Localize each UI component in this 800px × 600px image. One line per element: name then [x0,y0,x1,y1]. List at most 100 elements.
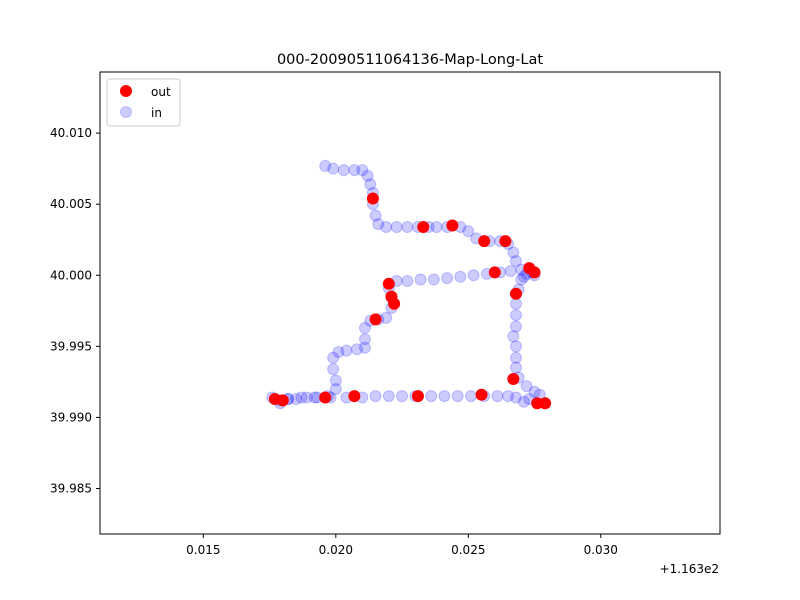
data-point-in [358,341,371,354]
data-point-in [517,270,530,283]
data-point-in [332,346,345,359]
data-point-in [369,209,382,222]
data-point-in [509,391,522,404]
data-point-in [462,225,475,238]
data-point-out [411,390,424,403]
y-axis: 39.985 39.990 39.995 40.000 40.005 40.010 [50,126,100,496]
data-point-in [358,321,371,334]
data-point-in [509,309,522,322]
legend: out in [106,78,181,127]
data-point-out [369,313,382,326]
data-point-in [372,218,385,231]
data-point-in [507,246,520,259]
data-point-in [369,390,382,403]
data-point-in [517,395,530,408]
legend-marker-out [120,85,132,97]
data-point-out [366,192,379,205]
data-point-in [509,297,522,310]
data-point-out [382,277,395,290]
y-tick-label: 39.985 [50,482,92,496]
legend-label-in: in [151,106,162,120]
data-point-in [300,391,313,404]
data-point-out [507,373,520,386]
data-point-in [358,333,371,346]
plot-area [266,159,552,410]
data-point-in [464,390,477,403]
x-offset-label: +1.163e2 [660,562,719,576]
data-point-in [361,169,374,182]
data-point-in [438,390,451,403]
data-point-out [499,235,512,248]
data-point-out [319,391,332,404]
plot-frame [99,71,721,535]
data-point-in [528,385,541,398]
data-point-in [308,391,321,404]
data-point-in [467,269,480,282]
data-point-in [380,220,393,233]
data-point-out [348,390,361,403]
data-point-in [504,265,517,278]
data-point-in [295,391,308,404]
y-tick-label: 39.995 [50,339,92,353]
legend-label-out: out [151,85,171,99]
data-point-out [388,297,401,310]
data-point-out [417,220,430,233]
data-point-in [441,272,454,285]
x-tick-label: 0.015 [186,543,220,557]
data-point-in [390,220,403,233]
data-point-out [446,219,459,232]
data-point-in [509,340,522,353]
data-point-in [327,363,340,376]
x-tick-label: 0.025 [451,543,485,557]
data-point-in [351,343,364,356]
data-point-in [454,270,467,283]
data-point-in [414,273,427,286]
data-point-out [539,397,552,410]
data-point-out [475,388,488,401]
data-point-in [348,164,361,177]
data-point-in [319,159,332,172]
data-point-in [507,330,520,343]
data-point-out [528,266,541,279]
data-point-out [488,266,501,279]
data-point-in [509,351,522,364]
data-point-in [509,361,522,374]
data-point-in [290,392,303,405]
x-axis: 0.015 0.020 0.025 0.030 [186,534,618,557]
data-point-in [329,374,342,387]
data-point-in [509,320,522,333]
data-point-in [364,178,377,191]
data-point-in [356,164,369,177]
data-point-in [340,344,353,357]
data-point-in [401,220,414,233]
data-point-in [502,390,515,403]
data-point-in [430,220,443,233]
data-point-out [478,235,491,248]
legend-marker-in [120,106,132,118]
chart-title: 000-20090511064136-Map-Long-Lat [277,52,543,68]
x-tick-label: 0.030 [584,543,618,557]
data-point-in [520,380,533,393]
data-point-in [327,162,340,175]
y-tick-label: 39.990 [50,410,92,424]
data-point-in [451,390,464,403]
data-point-in [491,390,504,403]
y-tick-label: 40.010 [50,126,92,140]
data-point-in [427,273,440,286]
data-point-in [515,273,528,286]
data-point-in [382,390,395,403]
data-point-in [327,351,340,364]
data-point-in [401,274,414,287]
data-point-in [509,255,522,268]
y-tick-label: 40.000 [50,268,92,282]
y-tick-label: 40.005 [50,197,92,211]
data-point-in [329,383,342,396]
data-point-out [509,287,522,300]
series-out [268,192,552,410]
data-point-in [396,390,409,403]
data-point-out [276,394,289,407]
data-point-in [425,390,438,403]
data-point-in [337,164,350,177]
x-tick-label: 0.020 [319,543,353,557]
